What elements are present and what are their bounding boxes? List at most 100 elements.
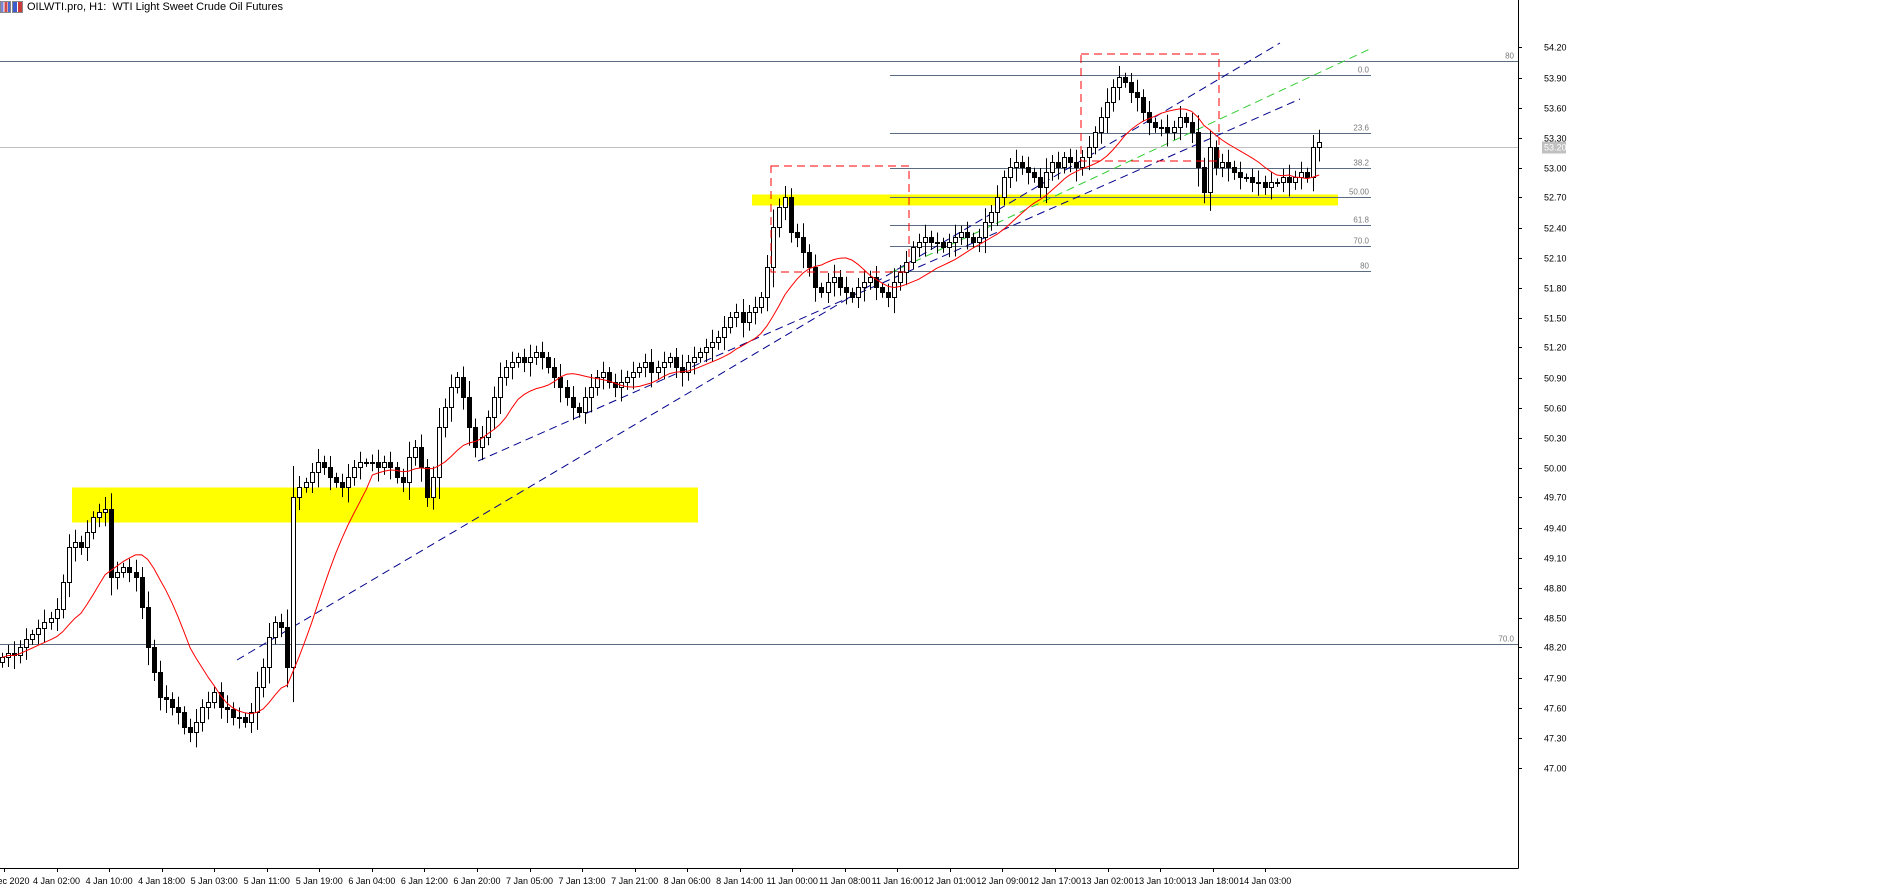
candle-body — [698, 352, 703, 358]
candle-body — [1038, 177, 1043, 188]
candle-body — [36, 628, 41, 635]
candle-body — [212, 692, 217, 703]
candle-body — [109, 509, 114, 578]
fib-level-label: 50.00 — [1349, 188, 1370, 197]
price-tick-label: 50.60 — [1544, 404, 1567, 414]
candle-body — [953, 237, 958, 243]
price-tick-label: 53.00 — [1544, 164, 1567, 174]
candle-body — [340, 482, 345, 488]
fib-label-large: 80 — [1505, 52, 1514, 61]
candle-body — [297, 487, 302, 498]
candle-body — [18, 647, 23, 656]
candle-body — [30, 634, 35, 640]
candle-body — [419, 447, 424, 468]
candle-body — [546, 357, 551, 368]
time-tick-label: 7 Jan 21:00 — [611, 876, 658, 886]
candle-body — [983, 222, 988, 238]
candle-body — [1281, 177, 1286, 183]
candle-body — [668, 357, 673, 363]
candle-body — [959, 232, 964, 238]
price-tick-label: 47.00 — [1544, 764, 1567, 774]
candle-body — [267, 637, 272, 668]
consolidation-boxes — [770, 53, 1220, 273]
candle-body — [795, 232, 800, 238]
candle-body — [158, 672, 163, 698]
time-tick-label: 4 Jan 10:00 — [86, 876, 133, 886]
candle-body — [625, 377, 630, 383]
candle-body — [243, 717, 248, 723]
candle-body — [1093, 132, 1098, 148]
candle-body — [146, 607, 151, 648]
candle-body — [844, 287, 849, 293]
candle-body — [492, 397, 497, 418]
time-tick-label: 11 Jan 00:00 — [767, 876, 818, 886]
candle-body — [1111, 87, 1116, 103]
support-zones — [72, 194, 1338, 523]
candle-body — [431, 477, 436, 498]
time-tick-label: 5 Jan 11:00 — [244, 876, 290, 886]
candle-body — [965, 232, 970, 238]
time-tick-label: 5 Jan 03:00 — [191, 876, 238, 886]
candle-body — [261, 667, 266, 688]
price-tick-label: 53.60 — [1544, 104, 1567, 114]
chart-header: OILWTI.pro, H1: WTI Light Sweet Crude Oi… — [0, 0, 283, 14]
range-box — [770, 165, 910, 273]
candle-body — [674, 357, 679, 368]
candle-body — [892, 282, 897, 298]
price-tick-label: 54.20 — [1544, 43, 1567, 53]
candle-body — [1099, 117, 1104, 133]
candle-body — [486, 417, 491, 438]
candle-body — [1050, 162, 1055, 173]
candle-body — [73, 542, 78, 548]
candle-body — [565, 387, 570, 398]
candle-body — [923, 237, 928, 243]
price-tick-label: 48.50 — [1544, 614, 1567, 624]
candle-body — [0, 657, 5, 663]
candle-body — [789, 197, 794, 233]
candle-body — [734, 312, 739, 318]
price-tick-label: 49.10 — [1544, 554, 1567, 564]
candle-body — [498, 377, 503, 398]
candle-body — [904, 262, 909, 273]
candle-body — [1129, 82, 1134, 93]
candle-body — [1159, 127, 1164, 129]
candle-body — [200, 707, 205, 723]
candle-body — [534, 352, 539, 358]
candle-body — [1062, 157, 1067, 168]
candle-body — [1135, 92, 1140, 98]
price-tick-label: 50.00 — [1544, 464, 1567, 474]
candle-body — [1250, 177, 1255, 183]
candle-body — [443, 407, 448, 428]
candle-body — [194, 722, 199, 733]
candle-body — [1002, 177, 1007, 198]
candle-body — [91, 517, 96, 533]
candle-body — [832, 277, 837, 283]
candle-body — [304, 482, 309, 488]
candle-body — [1080, 157, 1085, 168]
time-tick-label: 7 Jan 05:00 — [506, 876, 553, 886]
price-tick-label: 52.40 — [1544, 224, 1567, 234]
fib-level-label: 23.6 — [1353, 124, 1369, 133]
candle-body — [1153, 122, 1158, 128]
candle-body — [643, 362, 648, 368]
candle-body — [425, 467, 430, 498]
fib-level-label: 70.0 — [1353, 237, 1369, 246]
candle-body — [595, 377, 600, 388]
candle-body — [862, 282, 867, 288]
candle-body — [182, 712, 187, 728]
candle-body — [1311, 147, 1316, 178]
candle-body — [680, 367, 685, 373]
candle-body — [540, 352, 545, 358]
time-tick-label: 7 Jan 13:00 — [559, 876, 606, 886]
candle-body — [777, 207, 782, 228]
candle-body — [97, 512, 102, 518]
candle-body — [67, 547, 72, 583]
candle-body — [989, 212, 994, 223]
candle-body — [1087, 147, 1092, 158]
candle-body — [237, 717, 242, 719]
candle-body — [1317, 142, 1322, 148]
candle-body — [917, 242, 922, 248]
chart-icon — [0, 1, 11, 13]
price-tick-label: 51.50 — [1544, 314, 1567, 324]
